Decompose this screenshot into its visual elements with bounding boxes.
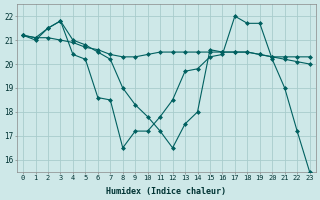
X-axis label: Humidex (Indice chaleur): Humidex (Indice chaleur) — [106, 187, 226, 196]
